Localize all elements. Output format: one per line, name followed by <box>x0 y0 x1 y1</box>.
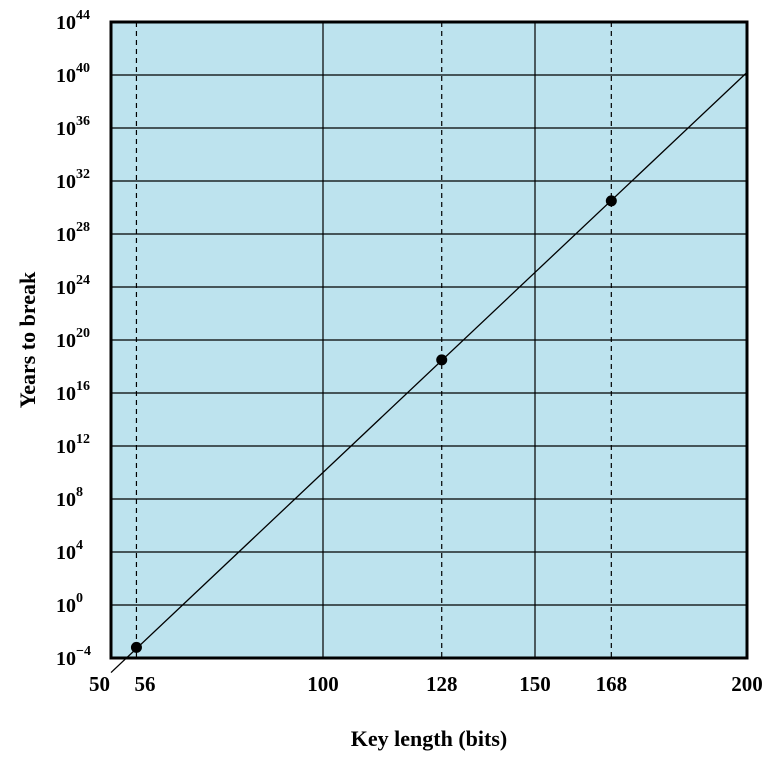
tick-base: 10 <box>56 171 76 193</box>
tick-exponent: 8 <box>76 485 83 500</box>
y-tick-label: 1012 <box>56 432 90 458</box>
data-point <box>605 195 617 207</box>
y-tick-label: 104 <box>56 538 83 564</box>
tick-base: 10 <box>56 277 76 299</box>
y-tick-label: 1020 <box>56 326 90 352</box>
tick-exponent: 4 <box>76 538 83 553</box>
tick-exponent: 36 <box>76 114 90 129</box>
x-tick-labels: 50 56 100 128 150 168 200 <box>89 672 763 696</box>
tick-base: 10 <box>56 489 76 511</box>
x-tick-label: 200 <box>731 672 763 696</box>
tick-exponent: 32 <box>76 167 90 182</box>
y-tick-label: 100 <box>56 591 83 617</box>
tick-exponent: 44 <box>76 8 90 23</box>
tick-base: 10 <box>56 383 76 405</box>
y-tick-label: 1024 <box>56 273 90 299</box>
y-tick-label: 108 <box>56 485 83 511</box>
tick-exponent: 28 <box>76 220 90 235</box>
tick-base: 10 <box>56 224 76 246</box>
x-axis-label: Key length (bits) <box>351 726 507 751</box>
tick-exponent: −4 <box>76 644 91 659</box>
tick-exponent: 12 <box>76 432 90 447</box>
tick-base: 10 <box>56 118 76 140</box>
tick-base: 10 <box>56 65 76 87</box>
x-tick-label: 128 <box>426 672 458 696</box>
tick-base: 10 <box>56 542 76 564</box>
tick-base: 10 <box>56 330 76 352</box>
y-tick-label: 10−4 <box>56 644 91 670</box>
y-tick-labels: 10−4100104108101210161020102410281032103… <box>56 8 91 670</box>
plot-frame <box>109 20 749 660</box>
tick-base: 10 <box>56 595 76 617</box>
tick-base: 10 <box>56 648 76 670</box>
tick-exponent: 16 <box>76 379 90 394</box>
y-axis-label: Years to break <box>15 271 40 408</box>
dashed-reference-lines <box>135 22 612 658</box>
x-tick-label: 56 <box>134 672 155 696</box>
vertical-gridlines <box>322 22 536 658</box>
tick-exponent: 24 <box>76 273 90 288</box>
tick-base: 10 <box>56 436 76 458</box>
data-series <box>110 71 748 674</box>
x-tick-label: 100 <box>307 672 339 696</box>
y-tick-label: 1032 <box>56 167 90 193</box>
data-point <box>436 354 448 366</box>
y-tick-label: 1044 <box>56 8 90 34</box>
tick-base: 10 <box>56 12 76 34</box>
y-tick-label: 1028 <box>56 220 90 246</box>
data-point <box>130 641 142 653</box>
tick-exponent: 40 <box>76 61 90 76</box>
tick-exponent: 0 <box>76 591 83 606</box>
y-tick-label: 1016 <box>56 379 90 405</box>
x-tick-label: 50 <box>89 672 110 696</box>
trend-line <box>110 71 748 674</box>
horizontal-gridlines <box>111 21 747 659</box>
x-tick-label: 168 <box>596 672 628 696</box>
tick-exponent: 20 <box>76 326 90 341</box>
y-tick-label: 1036 <box>56 114 90 140</box>
y-tick-label: 1040 <box>56 61 90 87</box>
x-tick-label: 150 <box>519 672 551 696</box>
